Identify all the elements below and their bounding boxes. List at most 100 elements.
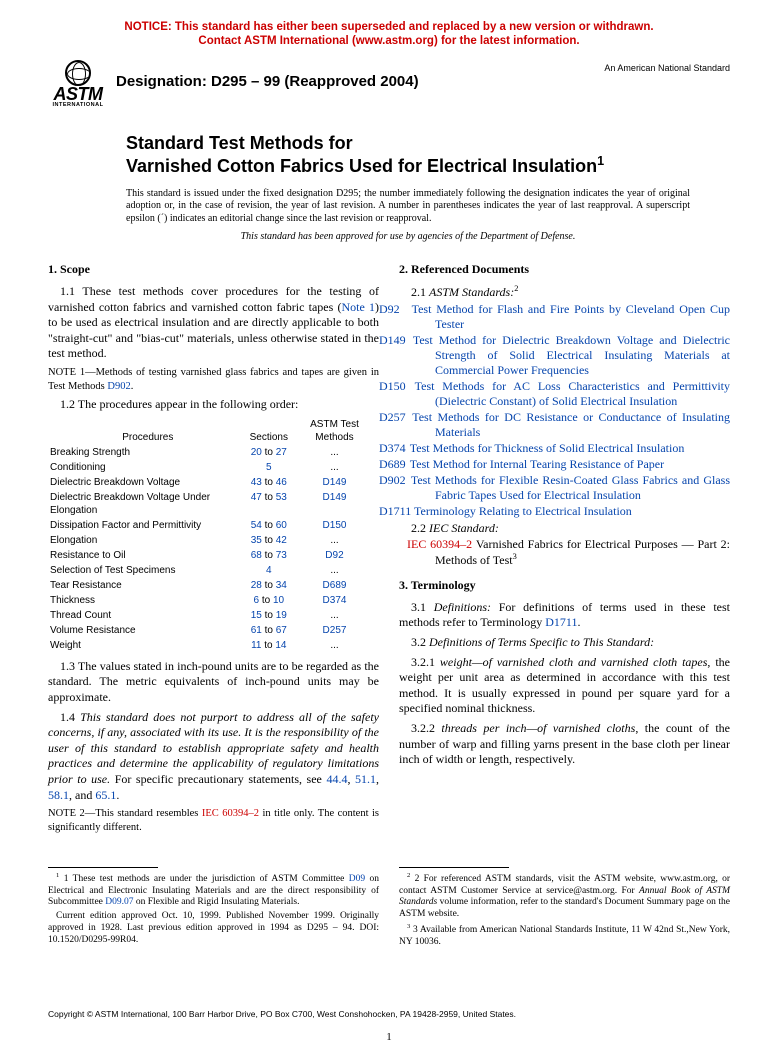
iec-link-note2[interactable]: IEC 60394–2 <box>202 808 259 819</box>
logo-text: ASTM <box>48 86 108 102</box>
term-3.1: 3.1 Definitions: For definitions of term… <box>399 600 730 631</box>
section-link[interactable]: 15 <box>251 610 262 621</box>
title-sup: 1 <box>597 154 604 168</box>
section-link[interactable]: 46 <box>276 477 287 488</box>
section-link[interactable]: 54 <box>251 520 262 531</box>
section-ref-link[interactable]: 44.4 <box>326 772 347 786</box>
table-row: Tear Resistance28 to 34D689 <box>48 578 379 593</box>
section-ref-link[interactable]: 65.1 <box>95 788 116 802</box>
table-row: Dielectric Breakdown Voltage Under Elong… <box>48 490 379 518</box>
ref-title-link[interactable]: Test Methods for DC Resistance or Conduc… <box>407 410 730 439</box>
ref-title-link[interactable]: Test Method for Flash and Fire Points by… <box>407 302 730 331</box>
section-link[interactable]: 20 <box>251 447 262 458</box>
section-link[interactable]: 5 <box>266 462 272 473</box>
section-ref-link[interactable]: 51.1 <box>355 772 376 786</box>
term-3.2.1: 3.2.1 weight—of varnished cloth and varn… <box>399 655 730 717</box>
logo-subtext: INTERNATIONAL <box>48 102 108 108</box>
ref-item: D150 Test Methods for AC Loss Characteri… <box>399 379 730 409</box>
table-row: Dielectric Breakdown Voltage43 to 46D149 <box>48 475 379 490</box>
section-link[interactable]: 43 <box>251 477 262 488</box>
iec-code-link[interactable]: IEC 60394–2 <box>407 537 472 551</box>
iec-ref-item: IEC 60394–2 Varnished Fabrics for Electr… <box>399 537 730 568</box>
section-link[interactable]: 60 <box>276 520 287 531</box>
proc-h3: ASTM Test Methods <box>290 417 379 445</box>
section-link[interactable]: 42 <box>276 535 287 546</box>
ref-title-link[interactable]: Test Method for Dielectric Breakdown Vol… <box>407 333 730 377</box>
astm-method-link[interactable]: D92 <box>325 550 343 561</box>
terminology-heading: 3. Terminology <box>399 578 730 594</box>
section-link[interactable]: 67 <box>276 625 287 636</box>
section-link[interactable]: 27 <box>276 447 287 458</box>
section-link[interactable]: 28 <box>251 580 262 591</box>
scope-1.4: 1.4 This standard does not purport to ad… <box>48 710 379 804</box>
astm-method-link[interactable]: D374 <box>323 595 347 606</box>
ref-title-link[interactable]: Test Methods for Thickness of Solid Elec… <box>407 441 684 455</box>
copyright-line: Copyright © ASTM International, 100 Barr… <box>48 1009 730 1019</box>
ref-title-link[interactable]: Terminology Relating to Electrical Insul… <box>411 504 632 518</box>
issuance-note: This standard is issued under the fixed … <box>126 188 730 226</box>
section-link[interactable]: 73 <box>276 550 287 561</box>
astm-method-link[interactable]: D689 <box>323 580 347 591</box>
section-link[interactable]: 4 <box>266 565 272 576</box>
table-row: Thickness6 to 10D374 <box>48 593 379 608</box>
refdocs-2.2: 2.2 IEC Standard: <box>399 521 730 537</box>
table-row: Resistance to Oil68 to 73D92 <box>48 548 379 563</box>
right-column: 2. Referenced Documents 2.1 ASTM Standar… <box>399 256 730 838</box>
note1-link[interactable]: Note 1 <box>341 300 375 314</box>
footnote-left: 1 1 These test methods are under the jur… <box>48 867 379 950</box>
astm-method-link[interactable]: D149 <box>323 477 347 488</box>
title-block: Standard Test Methods for Varnished Cott… <box>126 132 730 178</box>
table-row: Dissipation Factor and Permittivity54 to… <box>48 518 379 533</box>
section-link[interactable]: 10 <box>273 595 284 606</box>
an-american-national-standard: An American National Standard <box>604 59 730 73</box>
term-3.2: 3.2 Definitions of Terms Specific to Thi… <box>399 635 730 651</box>
refdocs-2.1: 2.1 ASTM Standards:2 <box>399 284 730 301</box>
section-link[interactable]: 6 <box>253 595 259 606</box>
document-title: Standard Test Methods for Varnished Cott… <box>126 132 730 178</box>
d1711-link[interactable]: D1711 <box>545 615 577 629</box>
ref-title-link[interactable]: Test Methods for AC Loss Characteristics… <box>407 379 730 408</box>
d09-link[interactable]: D09 <box>349 874 365 884</box>
notice-banner: NOTICE: This standard has either been su… <box>48 20 730 49</box>
astm-method-link[interactable]: D257 <box>323 625 347 636</box>
globe-icon <box>65 60 91 86</box>
footnote-right: 2 2 For referenced ASTM standards, visit… <box>399 867 730 950</box>
ref-title-link[interactable]: Test Method for Internal Tearing Resista… <box>407 457 664 471</box>
section-link[interactable]: 34 <box>276 580 287 591</box>
astm-method-link[interactable]: D149 <box>323 492 347 503</box>
ref-item: D374 Test Methods for Thickness of Solid… <box>399 441 730 456</box>
notice-line2: Contact ASTM International (www.astm.org… <box>198 35 579 47</box>
ref-item: D149 Test Method for Dielectric Breakdow… <box>399 333 730 378</box>
ref-item: D1711 Terminology Relating to Electrical… <box>399 504 730 519</box>
section-link[interactable]: 61 <box>251 625 262 636</box>
title-line2: Varnished Cotton Fabrics Used for Electr… <box>126 156 597 176</box>
section-link[interactable]: 68 <box>251 550 262 561</box>
table-row: Breaking Strength20 to 27... <box>48 445 379 460</box>
section-link[interactable]: 35 <box>251 535 262 546</box>
section-link[interactable]: 19 <box>276 610 287 621</box>
note-2: NOTE 2—This standard resembles IEC 60394… <box>48 807 379 834</box>
section-link[interactable]: 14 <box>275 640 286 651</box>
body-columns: 1. Scope 1.1 These test methods cover pr… <box>48 256 730 838</box>
d902-link[interactable]: D902 <box>107 381 130 392</box>
astm-method-link[interactable]: D150 <box>323 520 347 531</box>
note-1: NOTE 1—Methods of testing varnished glas… <box>48 366 379 393</box>
term-3.2.2: 3.2.2 threads per inch—of varnished clot… <box>399 721 730 768</box>
footnote-rule-left <box>48 867 158 868</box>
table-row: Weight11 to 14... <box>48 638 379 653</box>
ref-title-link[interactable]: Test Methods for Flexible Resin-Coated G… <box>407 473 730 502</box>
footnotes: 1 1 These test methods are under the jur… <box>48 867 730 950</box>
table-row: Thread Count15 to 19... <box>48 608 379 623</box>
ref-item: D257 Test Methods for DC Resistance or C… <box>399 410 730 440</box>
ref-item: D902 Test Methods for Flexible Resin-Coa… <box>399 473 730 503</box>
section-link[interactable]: 47 <box>251 492 262 503</box>
table-row: Conditioning5... <box>48 460 379 475</box>
scope-1.3: 1.3 The values stated in inch-pound unit… <box>48 659 379 706</box>
proc-h2: Sections <box>248 417 290 445</box>
d09.07-link[interactable]: D09.07 <box>105 897 133 907</box>
ref-item: D689 Test Method for Internal Tearing Re… <box>399 457 730 472</box>
section-link[interactable]: 53 <box>276 492 287 503</box>
section-link[interactable]: 11 <box>251 640 261 651</box>
astm-logo: ASTM INTERNATIONAL <box>48 59 108 108</box>
section-ref-link[interactable]: 58.1 <box>48 788 69 802</box>
